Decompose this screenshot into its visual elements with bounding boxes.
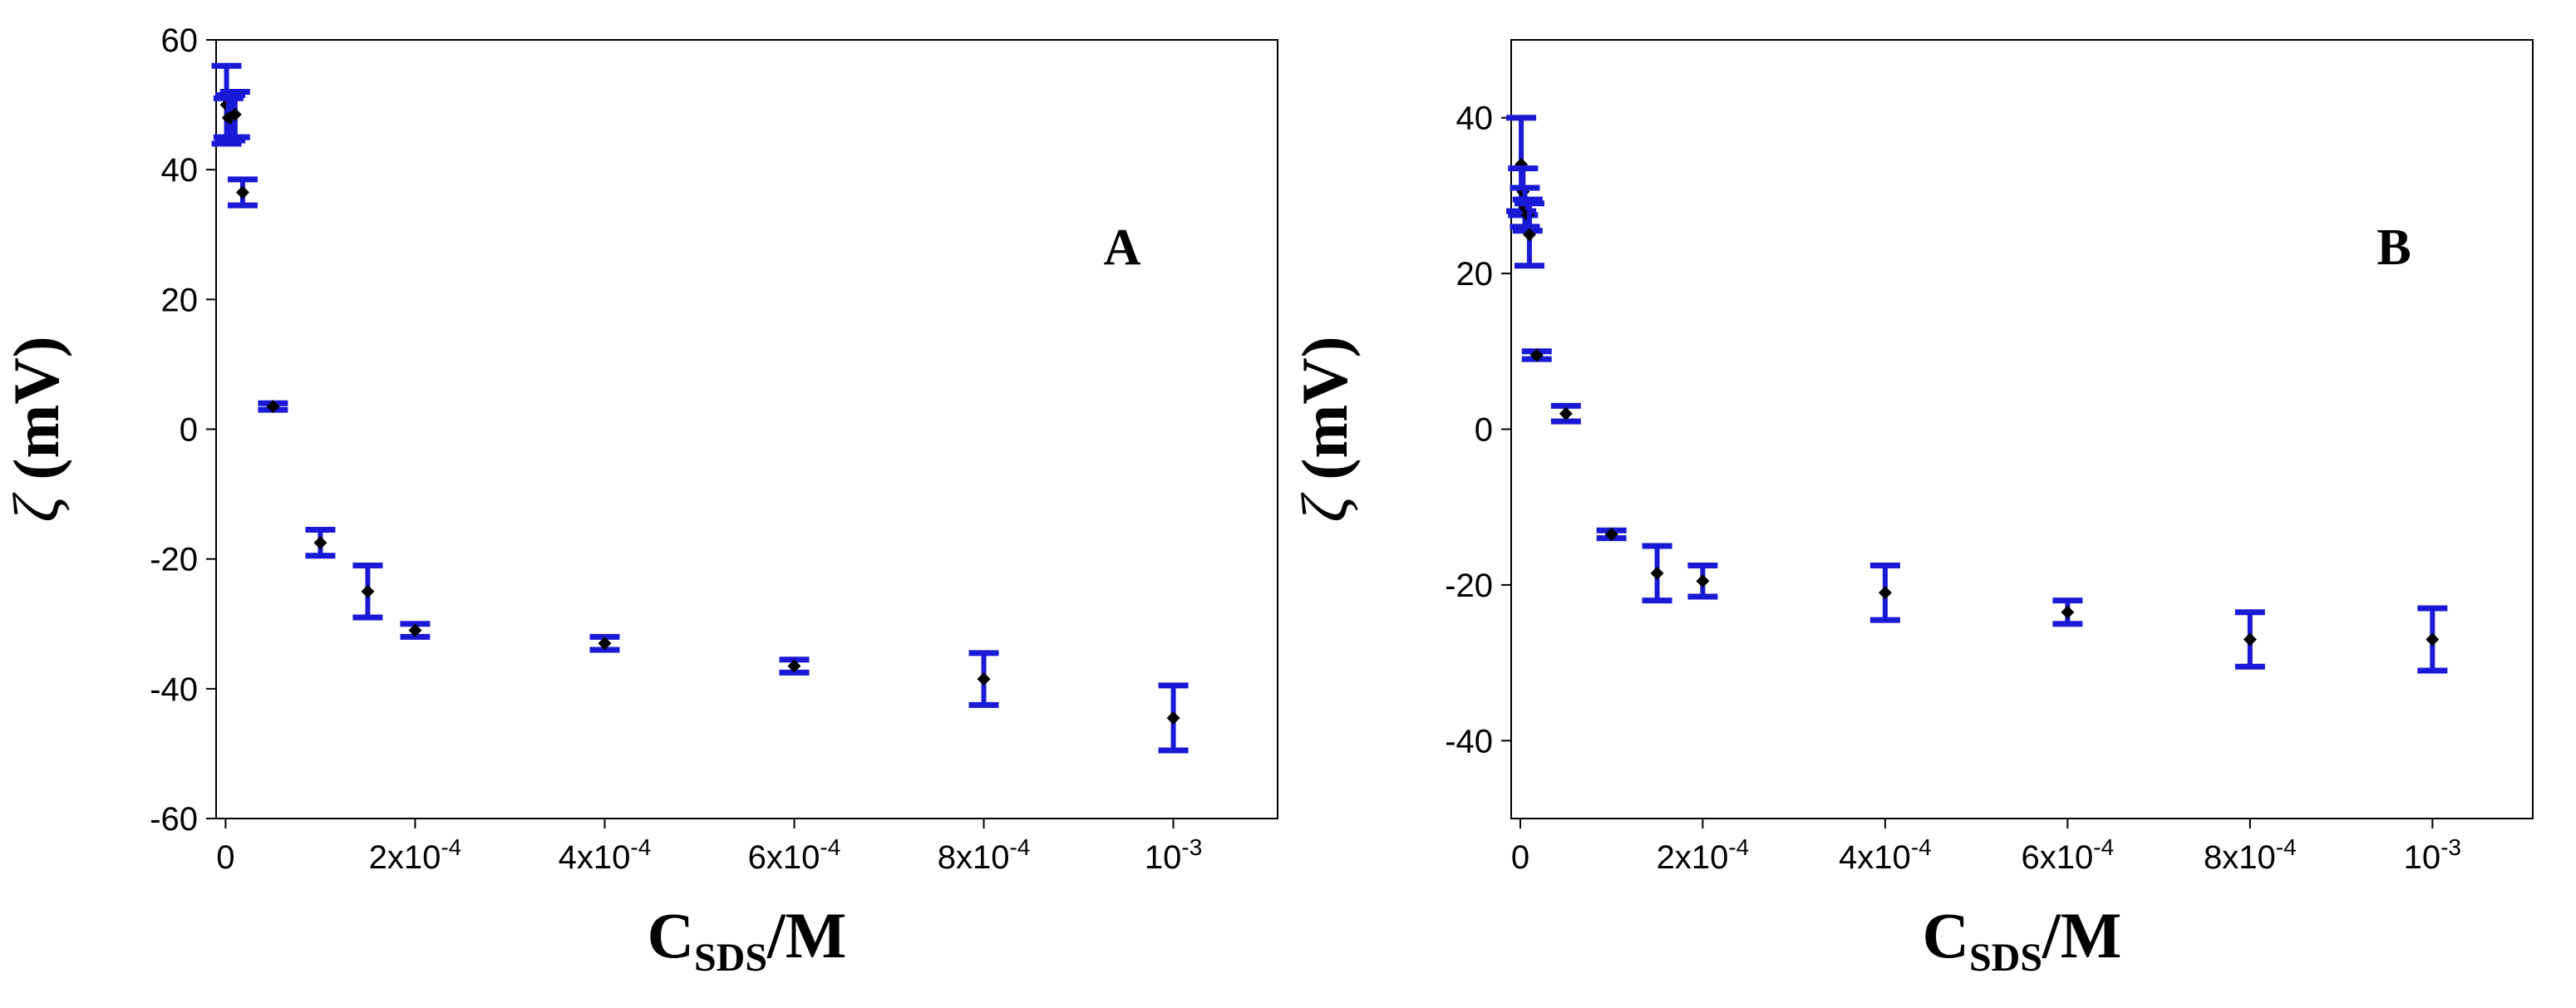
y-tick-label: -40 <box>150 671 198 708</box>
x-tick-label: 4x10-4 <box>1839 834 1932 876</box>
data-point <box>977 672 991 686</box>
panel-letter: B <box>2377 219 2411 276</box>
x-tick-label: 6x10-4 <box>748 834 841 876</box>
x-tick-label: 0 <box>1511 839 1529 876</box>
data-point <box>313 536 328 550</box>
y-tick-label: 20 <box>1456 256 1494 293</box>
data-point <box>361 584 375 598</box>
y-tick-label: -60 <box>150 801 198 838</box>
data-point <box>266 400 280 414</box>
data-point <box>228 107 242 121</box>
chart-panel-a: 60 40 20 0 -20 -40 -60 0 2x10-4 4x10-4 6x10-4 8x10-… <box>0 22 1278 980</box>
data-point <box>1522 228 1536 242</box>
x-tick-label: 8x10-4 <box>938 834 1031 876</box>
panel-letter: A <box>1104 219 1141 276</box>
data-point <box>1604 527 1618 541</box>
x-tick-label: 10-3 <box>1145 834 1202 876</box>
data-point <box>1166 711 1180 725</box>
data-point <box>1559 406 1573 420</box>
data-point <box>2061 605 2075 619</box>
y-tick-label: 40 <box>161 152 199 189</box>
y-tick-label: 0 <box>1475 412 1493 449</box>
y-axis-label: ζ (mV) <box>0 336 72 522</box>
x-tick-label: 6x10-4 <box>2022 834 2115 876</box>
data-point <box>598 637 612 651</box>
x-tick-label: 2x10-4 <box>369 834 462 876</box>
data-point <box>787 659 801 673</box>
y-tick-label: 20 <box>161 282 199 318</box>
x-tick-label: 10-3 <box>2404 834 2461 876</box>
data-point <box>1878 586 1892 600</box>
y-tick-label: -20 <box>1445 568 1493 604</box>
data-point <box>1696 574 1710 588</box>
data-point <box>2243 632 2257 647</box>
y-tick-label: 60 <box>161 22 199 59</box>
data-point <box>408 623 422 637</box>
y-axis-label: ζ (mV) <box>1288 336 1361 522</box>
x-tick-label: 8x10-4 <box>2204 834 2297 876</box>
x-tick-label: 0 <box>216 839 234 876</box>
data-point <box>235 185 249 199</box>
y-tick-label: 0 <box>180 412 198 449</box>
x-axis-label: CSDS/M <box>648 899 847 980</box>
y-tick-label: 40 <box>1456 101 1494 137</box>
y-tick-label: -20 <box>150 542 198 578</box>
data-point <box>1529 348 1544 362</box>
x-axis-label: CSDS/M <box>1923 899 2122 980</box>
data-point <box>2426 632 2440 647</box>
data-point <box>1650 566 1664 580</box>
plot-frame <box>215 39 1278 819</box>
chart-panel-b: 40 20 0 -20 -40 0 2x10-4 4x10-4 6x10-4 8x10-4 10-3… <box>1288 39 2534 980</box>
x-tick-label: 2x10-4 <box>1657 834 1750 876</box>
plot-frame <box>1510 39 2534 819</box>
x-tick-label: 4x10-4 <box>559 834 652 876</box>
y-tick-label: -40 <box>1445 723 1493 760</box>
